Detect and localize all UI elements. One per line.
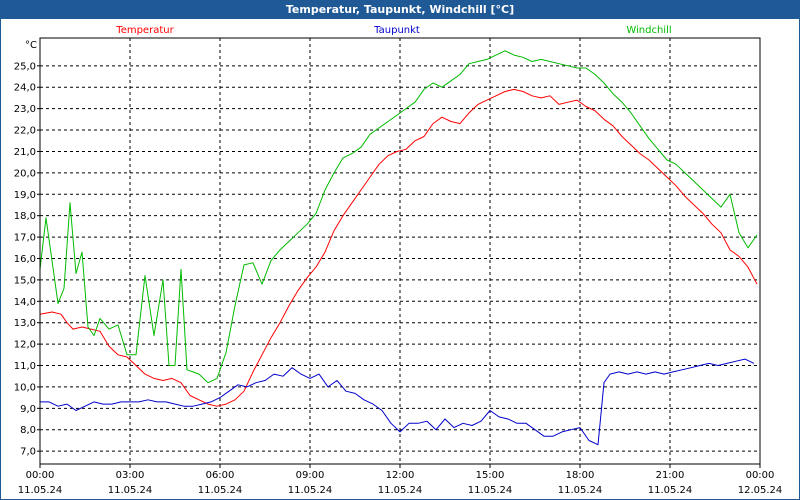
x-tick-time-label: 12:00 [386,470,415,481]
x-tick-time-label: 06:00 [206,470,235,481]
x-tick-date-label: 11.05.24 [648,485,693,496]
y-tick-label: 12,0 [14,340,36,351]
y-tick-label: 25,0 [14,61,36,72]
y-tick-label: 19,0 [14,190,36,201]
y-tick-label: 22,0 [14,126,36,137]
legend-taupunkt: Taupunkt [373,25,420,36]
y-tick-label: 11,0 [14,361,36,372]
x-tick-date-label: 12.05.24 [738,485,783,496]
y-tick-label: 15,0 [14,275,36,286]
series-layer [39,50,758,446]
x-tick-date-label: 11.05.24 [378,485,423,496]
chart-title: Temperatur, Taupunkt, Windchill [°C] [1,1,799,19]
y-tick-label: 7,0 [20,447,36,458]
y-tick-label: 14,0 [14,297,36,308]
x-tick-time-label: 18:00 [566,470,595,481]
x-tick-time-label: 03:00 [116,470,145,481]
x-tick-date-label: 11.05.24 [18,485,63,496]
y-tick-label: 21,0 [14,147,36,158]
x-axis: 00:00 11.05.24 03:00 11.05.24 06:00 11.05.24 0… [18,464,783,496]
y-tick-label: 16,0 [14,254,36,265]
y-tick-label: 8,0 [20,425,36,436]
y-tick-label: 20,0 [14,168,36,179]
y-tick-label: 10,0 [14,382,36,393]
series-line-windchill [39,50,758,384]
grid [40,38,760,464]
legend-temperatur: Temperatur [115,25,174,36]
y-tick-label: 9,0 [20,404,36,415]
series-line-temperatur [39,88,758,407]
y-tick-label: 18,0 [14,211,36,222]
x-tick-date-label: 11.05.24 [288,485,333,496]
x-tick-time-label: 15:00 [476,470,505,481]
x-tick-date-label: 11.05.24 [198,485,243,496]
y-axis-unit-label: °C [25,40,37,51]
x-tick-time-label: 00:00 [746,470,775,481]
y-tick-label: 13,0 [14,318,36,329]
x-tick-date-label: 11.05.24 [468,485,513,496]
y-axis: 7,0 8,0 9,0 10,0 11,0 12,0 13,0 14,0 15,0 16,0 17,… [14,61,40,458]
y-tick-label: 17,0 [14,233,36,244]
x-tick-date-label: 11.05.24 [108,485,153,496]
legend-windchill: Windchill [626,25,671,36]
x-tick-date-label: 11.05.24 [558,485,603,496]
y-tick-label: 23,0 [14,104,36,115]
x-tick-time-label: 00:00 [26,470,55,481]
y-tick-label: 24,0 [14,83,36,94]
series-line-taupunkt [40,358,755,446]
x-tick-time-label: 21:00 [656,470,685,481]
x-tick-time-label: 09:00 [296,470,325,481]
